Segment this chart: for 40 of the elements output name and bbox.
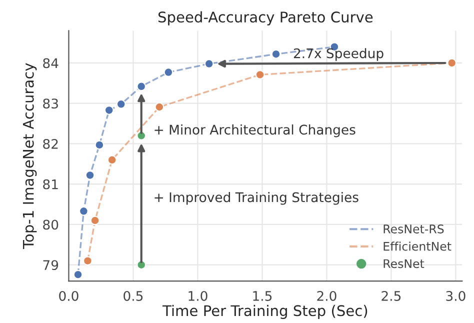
point (204, 59, 214, 69)
annotation: + Minor Architectural Changes (154, 124, 356, 138)
y-tick-label: 83 (43, 98, 58, 109)
point (85, 170, 95, 180)
legend-label: ResNet-RS (384, 224, 444, 234)
annotation: + Improved Training Strategies (154, 192, 358, 205)
point (104, 106, 114, 115)
point (154, 102, 164, 112)
point (116, 99, 126, 109)
point (136, 260, 146, 270)
y-tick-label: 79 (43, 260, 58, 270)
point (136, 130, 146, 140)
point (271, 49, 281, 59)
point (164, 68, 174, 77)
point (82, 256, 92, 266)
x-tick-label: 1.5 (253, 291, 272, 301)
x-tick-label: 0.5 (124, 290, 143, 301)
x-tick-label: 1.0 (188, 290, 208, 301)
point (90, 216, 100, 226)
x-tick-label: 3.0 (446, 290, 466, 301)
point (136, 82, 146, 92)
y-tick-label: 84 (43, 58, 58, 68)
x-axis-title: Time Per Training Step (Sec) (162, 304, 368, 320)
point (78, 206, 88, 216)
y-axis-title: Top-1 ImageNet Accuracy (22, 63, 37, 250)
annotation: 2.7x Speedup (294, 48, 384, 61)
point (447, 58, 457, 68)
point (107, 155, 117, 165)
y-tick-label: 82 (43, 138, 58, 149)
x-tick-label: 2.0 (317, 290, 336, 301)
x-tick-label: 0.0 (59, 290, 78, 301)
x-tick-label: 2.5 (382, 290, 401, 301)
y-tick-label: 80 (43, 220, 58, 230)
chart-title: Speed-Accuracy Pareto Curve (158, 11, 373, 26)
point (73, 270, 83, 280)
point (94, 140, 104, 150)
legend-label: ResNet (384, 259, 424, 268)
point (255, 70, 265, 80)
legend-label: EfficientNet (384, 242, 452, 251)
y-tick-label: 81 (43, 179, 58, 190)
